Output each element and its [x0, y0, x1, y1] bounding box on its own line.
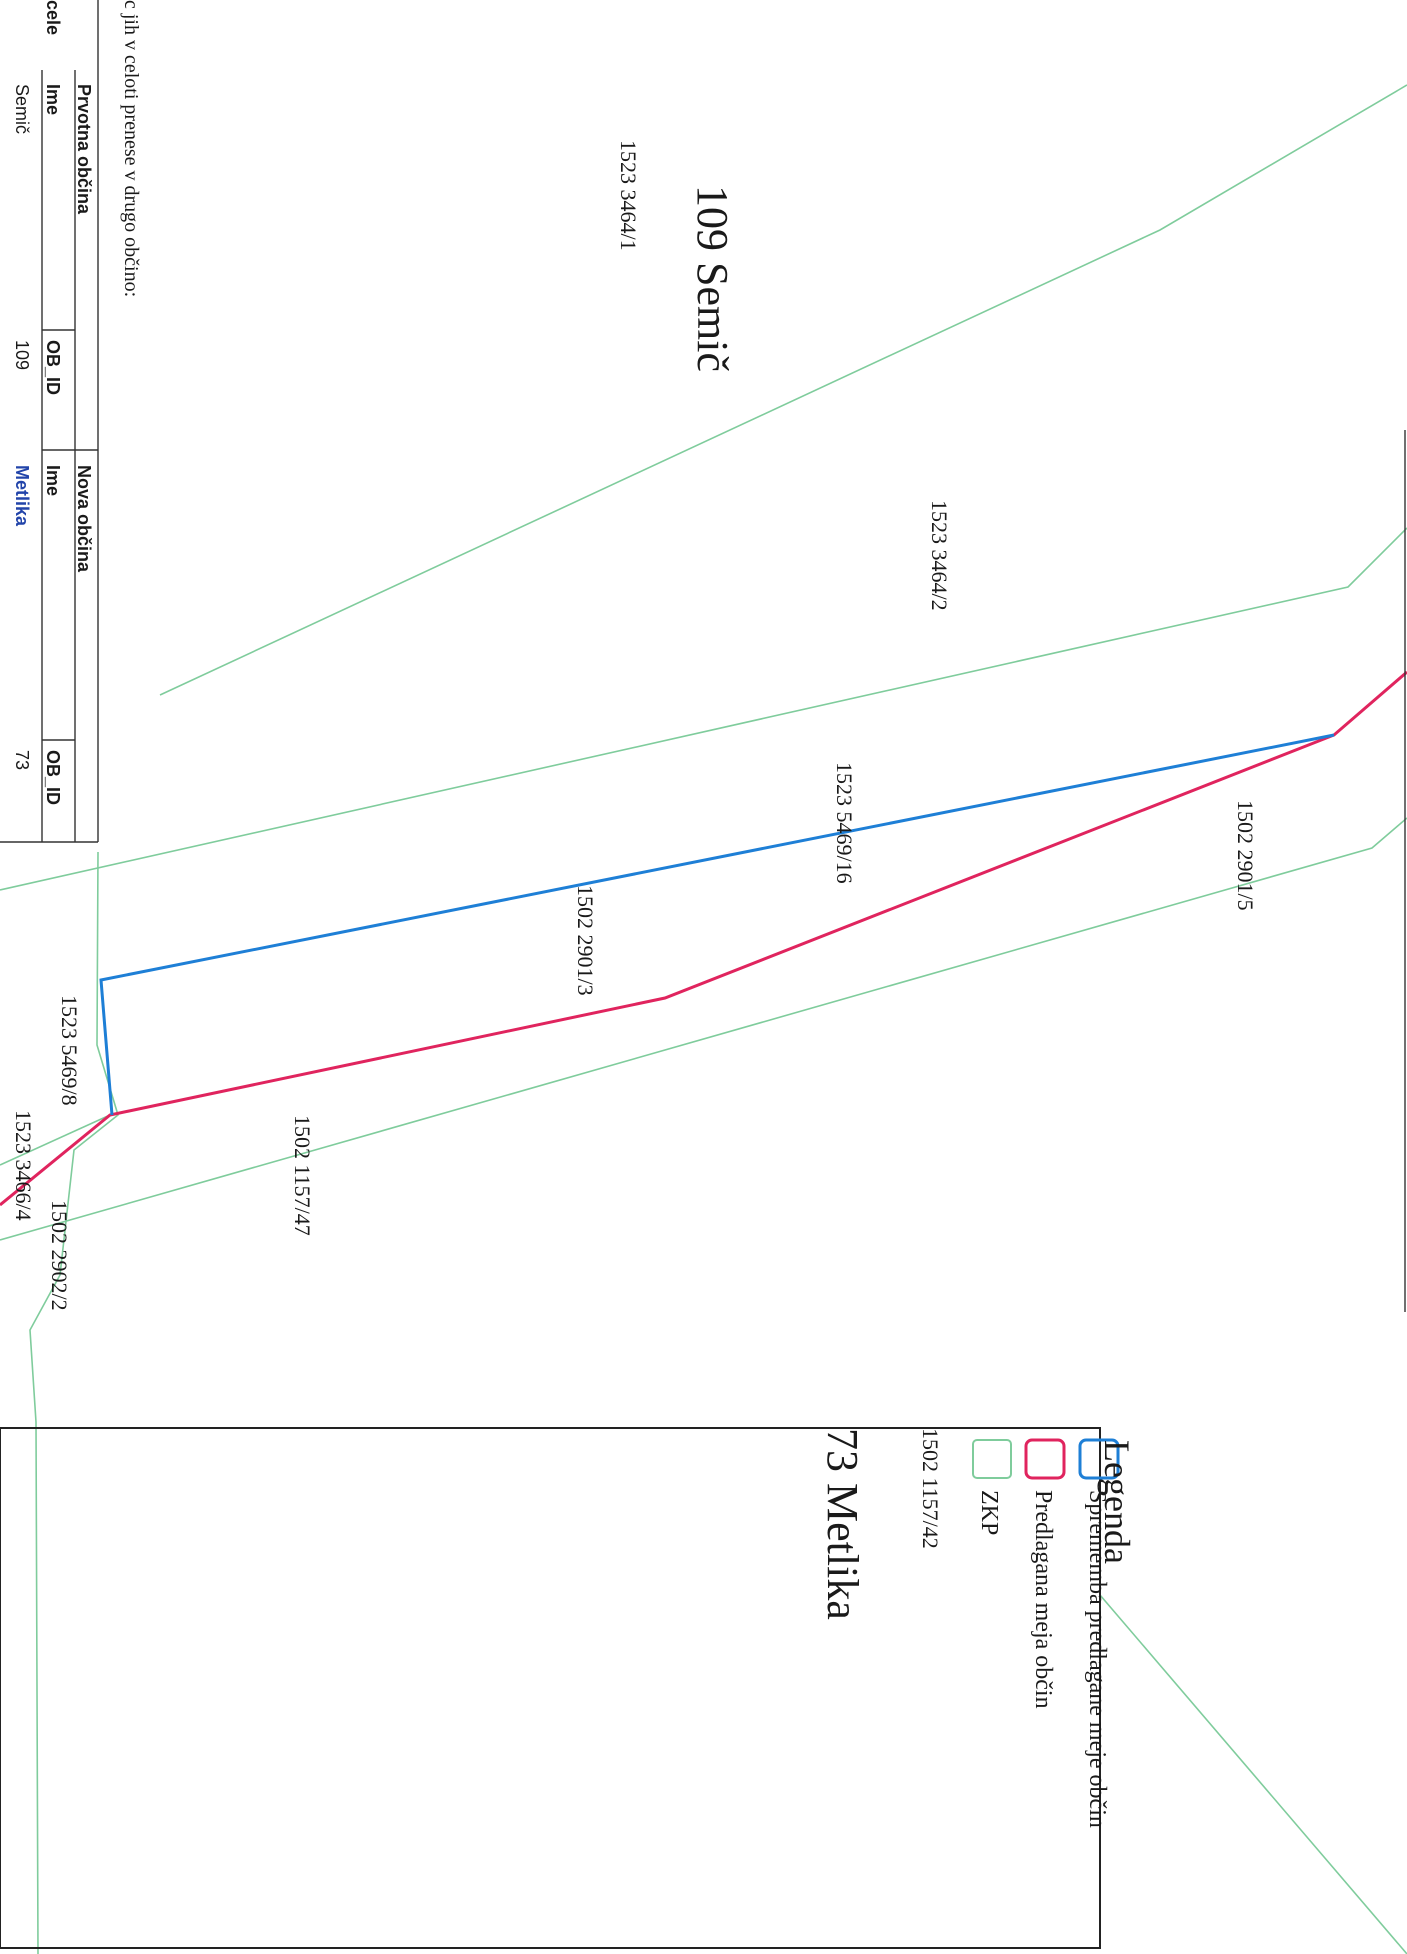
ime-label-new: Ime: [43, 465, 63, 497]
new-id-value: 73: [12, 750, 32, 771]
intro-text: c jih v celoti prenese v drugo občino:: [120, 0, 142, 298]
parcel-label: 1502 2902/2: [47, 1200, 72, 1311]
municipality-label-semic: 109 Semič: [688, 185, 737, 372]
zkp-line: [0, 1114, 111, 1166]
zkp-line: [1099, 1594, 1407, 1954]
municipality-label-metlika: 73 Metlika: [818, 1428, 867, 1620]
legend-item-change: Sprememba predlagane meje občin: [1084, 1490, 1110, 1828]
legend-frame: [0, 1427, 1120, 1949]
parcel-label: 1523 3466/4: [11, 1110, 36, 1221]
parcel-label: 1523 5469/16: [832, 762, 857, 884]
boundary-change-line: [99, 733, 1335, 1116]
new-header: Nova občina: [74, 465, 94, 573]
sheet-edges: [0, 0, 1406, 1312]
col-parcels-label: cele: [43, 0, 63, 36]
original-header: Prvotna občina: [74, 84, 94, 215]
proposed-boundary: [0, 670, 1407, 1207]
blue-square-icon: [1078, 1438, 1120, 1480]
parcel-label: 1523 3464/2: [927, 500, 952, 611]
zkp-lines: [0, 84, 1407, 1954]
legend-box: [0, 1427, 1101, 1949]
ime-label-original: Ime: [43, 84, 63, 116]
obid-label-original: OB_ID: [43, 340, 63, 396]
parcel-label: 1502 2901/3: [573, 885, 598, 996]
parcel-label: 1502 1157/42: [918, 1428, 943, 1549]
zkp-line: [0, 817, 1407, 1241]
parcel-label: 1502 2901/5: [1233, 800, 1258, 911]
parcel-label: 1523 3464/1: [616, 140, 641, 251]
zkp-line: [159, 84, 1407, 696]
zkp-line: [0, 527, 1407, 891]
obid-label-new: OB_ID: [43, 750, 63, 806]
green-square-icon: [972, 1439, 1012, 1479]
boundary-change: [99, 733, 1335, 1116]
original-name-value: Semič: [12, 84, 32, 135]
parcel-label: 1502 1157/47: [290, 1115, 315, 1236]
original-id-value: 109: [12, 340, 32, 371]
new-name-value: Metlika: [12, 465, 32, 527]
proposed-boundary-line: [0, 670, 1407, 1207]
legend-item-proposed: Predlagana meja občin: [1030, 1490, 1056, 1709]
parcel-label: 1523 5469/8: [57, 995, 82, 1106]
legend-item-zkp: ZKP: [976, 1490, 1002, 1536]
red-square-icon: [1024, 1438, 1066, 1480]
zkp-line: [29, 851, 119, 1954]
